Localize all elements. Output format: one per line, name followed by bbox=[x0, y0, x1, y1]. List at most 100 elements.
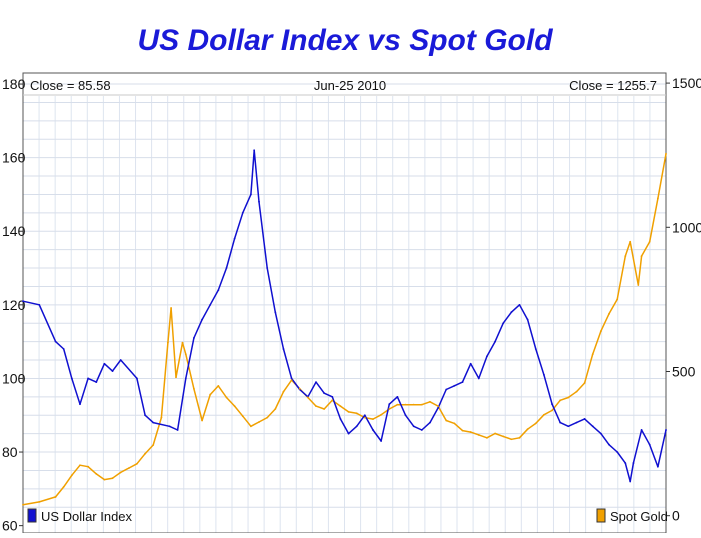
data-point-us-dollar-index bbox=[608, 443, 610, 446]
data-point-us-dollar-index bbox=[640, 429, 643, 431]
data-point-spot-gold bbox=[404, 403, 407, 406]
data-point-us-dollar-index bbox=[477, 377, 480, 380]
data-point-us-dollar-index bbox=[380, 440, 383, 442]
data-point-us-dollar-index bbox=[176, 429, 179, 431]
data-point-us-dollar-index bbox=[526, 318, 529, 321]
data-point-spot-gold bbox=[290, 379, 293, 382]
data-point-spot-gold bbox=[388, 408, 391, 410]
data-point-us-dollar-index bbox=[616, 451, 619, 453]
data-point-spot-gold bbox=[160, 416, 163, 419]
data-point-spot-gold bbox=[136, 462, 138, 465]
data-point-us-dollar-index bbox=[648, 443, 651, 446]
left-axis: 60 80 100 120 140 160 180 bbox=[2, 76, 26, 534]
data-point-spot-gold bbox=[38, 500, 41, 503]
data-point-spot-gold bbox=[429, 400, 431, 403]
data-point-spot-gold bbox=[599, 330, 602, 333]
data-point-us-dollar-index bbox=[404, 414, 407, 417]
legend-label-spot-gold: Spot Gold bbox=[610, 509, 668, 524]
left-tick-label: 120 bbox=[2, 297, 26, 313]
data-point-spot-gold bbox=[583, 382, 586, 384]
data-point-us-dollar-index bbox=[54, 340, 57, 343]
data-point-spot-gold bbox=[282, 390, 285, 393]
data-point-spot-gold bbox=[103, 478, 106, 481]
data-point-spot-gold bbox=[79, 464, 81, 467]
data-point-spot-gold bbox=[396, 403, 399, 406]
data-point-us-dollar-index bbox=[184, 377, 187, 380]
data-point-us-dollar-index bbox=[111, 370, 114, 372]
chart-title: US Dollar Index vs Spot Gold bbox=[137, 24, 553, 57]
data-point-us-dollar-index bbox=[355, 425, 358, 428]
data-point-us-dollar-index bbox=[209, 303, 212, 306]
data-point-spot-gold bbox=[477, 434, 480, 436]
data-point-us-dollar-index bbox=[518, 303, 521, 306]
data-point-spot-gold bbox=[62, 485, 65, 488]
data-point-us-dollar-index bbox=[103, 362, 106, 365]
data-point-us-dollar-index bbox=[201, 318, 203, 321]
data-point-us-dollar-index bbox=[282, 348, 285, 350]
data-point-us-dollar-index bbox=[331, 395, 334, 398]
data-point-spot-gold bbox=[111, 477, 114, 480]
data-point-us-dollar-index bbox=[388, 403, 391, 406]
data-point-spot-gold bbox=[193, 387, 195, 390]
data-point-spot-gold bbox=[258, 421, 260, 423]
data-point-us-dollar-index bbox=[193, 337, 195, 339]
left-tick-label: 60 bbox=[2, 518, 18, 533]
data-point-spot-gold bbox=[201, 419, 203, 422]
data-point-us-dollar-index bbox=[486, 355, 488, 358]
data-point-spot-gold bbox=[486, 436, 488, 439]
data-point-us-dollar-index bbox=[469, 362, 472, 365]
data-point-spot-gold bbox=[241, 415, 244, 418]
data-point-us-dollar-index bbox=[22, 300, 24, 303]
series-line-us-dollar-index bbox=[22, 149, 667, 483]
data-point-spot-gold bbox=[355, 412, 358, 415]
right-tick-label: 1000 bbox=[672, 219, 701, 235]
data-point-us-dollar-index bbox=[363, 414, 366, 417]
data-point-spot-gold bbox=[656, 197, 659, 200]
data-point-us-dollar-index bbox=[494, 340, 496, 343]
data-point-spot-gold bbox=[551, 409, 553, 412]
left-tick-label: 80 bbox=[2, 444, 18, 460]
data-point-spot-gold bbox=[152, 444, 155, 446]
data-point-spot-gold bbox=[616, 298, 619, 301]
left-tick-label: 140 bbox=[2, 223, 26, 239]
data-point-us-dollar-index bbox=[217, 289, 220, 292]
left-tick-label: 180 bbox=[2, 76, 26, 92]
data-point-us-dollar-index bbox=[274, 311, 277, 314]
data-point-us-dollar-index bbox=[225, 267, 228, 269]
data-point-spot-gold bbox=[339, 405, 342, 408]
data-point-us-dollar-index bbox=[38, 303, 41, 306]
data-point-spot-gold bbox=[453, 422, 456, 425]
data-point-spot-gold bbox=[629, 240, 632, 243]
data-point-us-dollar-index bbox=[656, 465, 659, 468]
data-point-spot-gold bbox=[624, 255, 627, 258]
legend-label-us-dollar-index: US Dollar Index bbox=[41, 509, 133, 524]
data-point-us-dollar-index bbox=[144, 414, 146, 417]
data-point-spot-gold bbox=[567, 396, 570, 399]
right-tick-label: 1500 bbox=[672, 75, 701, 91]
header-date: Jun-25 2010 bbox=[314, 78, 386, 93]
data-point-us-dollar-index bbox=[412, 425, 415, 428]
data-point-us-dollar-index bbox=[347, 432, 350, 435]
data-point-spot-gold bbox=[665, 152, 667, 155]
data-point-spot-gold bbox=[534, 422, 537, 425]
data-point-us-dollar-index bbox=[290, 377, 293, 380]
data-point-spot-gold bbox=[331, 399, 334, 402]
data-point-spot-gold bbox=[637, 284, 640, 286]
data-point-us-dollar-index bbox=[453, 384, 456, 387]
data-point-spot-gold bbox=[306, 396, 309, 399]
data-point-us-dollar-index bbox=[591, 425, 594, 428]
data-point-spot-gold bbox=[510, 438, 513, 441]
data-point-us-dollar-index bbox=[396, 395, 399, 398]
data-point-us-dollar-index bbox=[241, 211, 244, 214]
data-point-us-dollar-index bbox=[624, 462, 627, 464]
data-point-us-dollar-index bbox=[249, 193, 252, 196]
data-point-spot-gold bbox=[323, 408, 326, 410]
data-point-spot-gold bbox=[266, 416, 269, 419]
data-point-spot-gold bbox=[575, 390, 578, 393]
right-axis: 0 500 1000 1500 bbox=[666, 75, 701, 524]
data-point-spot-gold bbox=[412, 403, 415, 406]
data-point-us-dollar-index bbox=[253, 149, 256, 152]
data-point-spot-gold bbox=[315, 405, 317, 408]
data-point-us-dollar-index bbox=[258, 200, 260, 203]
data-point-spot-gold bbox=[209, 393, 212, 396]
